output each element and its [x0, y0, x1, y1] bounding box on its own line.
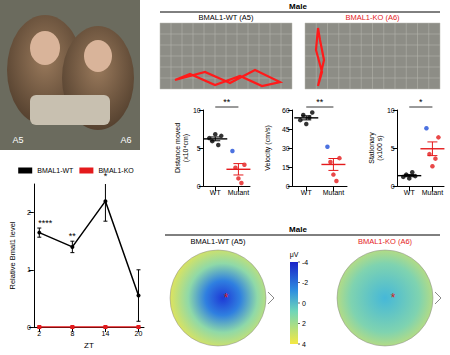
svg-text:60: 60	[282, 107, 290, 114]
svg-text:0: 0	[286, 183, 290, 190]
svg-text:5: 5	[197, 145, 201, 152]
svg-text:Velocity (cm/s): Velocity (cm/s)	[264, 125, 272, 171]
svg-text:A5: A5	[12, 135, 23, 145]
svg-text:-4: -4	[302, 259, 308, 266]
svg-text:Male: Male	[289, 225, 307, 234]
svg-text:*: *	[224, 291, 229, 305]
svg-text:**: **	[316, 97, 324, 107]
svg-text:**: **	[69, 231, 77, 241]
svg-text:10: 10	[193, 107, 201, 114]
svg-text:****: ****	[38, 218, 53, 228]
svg-text:8: 8	[70, 330, 74, 337]
svg-text:ZT: ZT	[84, 341, 94, 350]
svg-text:Relative Bmal1 level: Relative Bmal1 level	[8, 221, 17, 289]
svg-text:0: 0	[27, 324, 31, 331]
svg-text:(x10⁴cm): (x10⁴cm)	[182, 134, 190, 162]
svg-text:BMAL1-WT (A5): BMAL1-WT (A5)	[191, 237, 246, 246]
svg-text:2: 2	[302, 320, 306, 327]
svg-text:*: *	[391, 291, 396, 305]
svg-text:0: 0	[391, 183, 395, 190]
svg-text:μV: μV	[290, 251, 299, 259]
svg-text:Male: Male	[289, 2, 307, 11]
svg-text:2: 2	[27, 209, 31, 216]
svg-text:BMAL1-KO (A6): BMAL1-KO (A6)	[358, 237, 413, 246]
svg-text:WT: WT	[301, 189, 313, 196]
svg-text:10: 10	[387, 107, 395, 114]
svg-text:WT: WT	[210, 189, 222, 196]
svg-text:(x100 s): (x100 s)	[376, 135, 384, 160]
svg-text:**: **	[223, 97, 231, 107]
svg-text:BMAL1-WT (A5): BMAL1-WT (A5)	[199, 13, 254, 22]
svg-text:0: 0	[197, 183, 201, 190]
svg-text:1: 1	[27, 266, 31, 273]
svg-text:4: 4	[302, 341, 306, 348]
svg-text:*: *	[419, 97, 423, 107]
svg-text:A6: A6	[120, 135, 131, 145]
svg-text:BMAL1-WT: BMAL1-WT	[37, 167, 74, 174]
svg-text:BMAL1-KO: BMAL1-KO	[98, 167, 134, 174]
svg-text:WT: WT	[404, 189, 416, 196]
svg-text:Distance moved: Distance moved	[174, 123, 181, 173]
svg-text:BMAL1-KO (A6): BMAL1-KO (A6)	[345, 13, 400, 22]
svg-text:2: 2	[37, 330, 41, 337]
svg-text:Mutant: Mutant	[228, 189, 249, 196]
svg-text:Stationary: Stationary	[368, 132, 376, 164]
svg-text:45: 45	[282, 126, 290, 133]
svg-text:Mutant: Mutant	[323, 189, 344, 196]
svg-text:-2: -2	[302, 279, 308, 286]
svg-text:15: 15	[282, 164, 290, 171]
svg-text:0: 0	[302, 300, 306, 307]
svg-text:20: 20	[135, 330, 143, 337]
svg-text:30: 30	[282, 145, 290, 152]
svg-text:5: 5	[391, 145, 395, 152]
svg-text:Mutant: Mutant	[422, 189, 443, 196]
svg-text:14: 14	[102, 330, 110, 337]
